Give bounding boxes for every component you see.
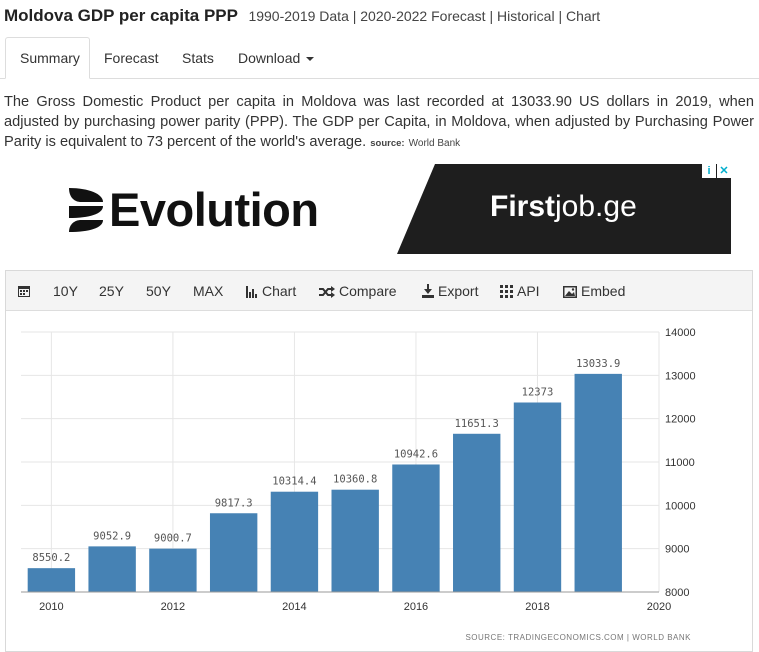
tab-download[interactable]: Download: [224, 37, 328, 79]
chart-bar: [392, 464, 440, 592]
chart-bar: [270, 491, 319, 592]
advertisement-banner[interactable]: Evolution Firstjob.ge i ✕: [27, 164, 731, 254]
chart-bar: [574, 373, 622, 592]
x-tick-label: 2020: [647, 601, 671, 613]
tab-summary[interactable]: Summary: [5, 37, 90, 79]
embed-label: Embed: [581, 283, 626, 299]
chart-type-label: Chart: [262, 283, 297, 299]
range-50y-button[interactable]: 50Y: [146, 283, 171, 299]
source-label: source:: [370, 138, 405, 149]
image-icon: [563, 286, 577, 298]
bar-value-label: 8550.2: [32, 552, 70, 564]
api-label: API: [517, 283, 540, 299]
x-tick-label: 2014: [282, 601, 306, 613]
tab-forecast-label: Forecast: [104, 50, 159, 66]
chart-toolbar: 10Y 25Y 50Y MAX Chart Compare Export API…: [6, 271, 752, 311]
ad-right-brand-rest: job.ge: [555, 190, 637, 223]
ad-left-brand: Evolution: [109, 183, 319, 236]
x-tick-label: 2012: [161, 601, 185, 613]
y-tick-label: 10000: [665, 500, 696, 512]
x-tick-label: 2016: [404, 601, 428, 613]
ad-right-brand-bold: First: [490, 190, 556, 223]
ad-close-icon[interactable]: ✕: [717, 164, 731, 178]
bar-value-label: 9817.3: [215, 497, 253, 509]
bar-chart-icon: [246, 286, 257, 298]
page-subtitle: 1990-2019 Data | 2020-2022 Forecast | Hi…: [248, 8, 601, 24]
tab-stats[interactable]: Stats: [168, 37, 228, 79]
ad-info-icon[interactable]: i: [702, 164, 716, 178]
evolution-logo-icon: [69, 188, 103, 232]
bar-value-label: 13033.9: [576, 358, 620, 370]
chevron-down-icon: [306, 57, 315, 62]
y-tick-label: 14000: [665, 327, 696, 339]
bar-value-label: 10942.6: [394, 448, 438, 460]
page-header: Moldova GDP per capita PPP 1990-2019 Dat…: [4, 6, 756, 26]
range-25y-button[interactable]: 25Y: [99, 283, 124, 299]
grid-icon: [500, 285, 513, 298]
ad-dark-panel: [397, 164, 731, 254]
chart-bar: [149, 548, 197, 592]
chart-bar: [513, 402, 562, 592]
bar-value-label: 9000.7: [154, 533, 192, 545]
export-label: Export: [438, 283, 479, 299]
export-button[interactable]: Export: [422, 271, 478, 311]
bar-value-label: 11651.3: [455, 418, 499, 430]
x-tick-label: 2010: [39, 601, 63, 613]
chart-bar: [453, 433, 501, 592]
chart-panel: 10Y 25Y 50Y MAX Chart Compare Export API…: [5, 270, 753, 652]
y-tick-label: 8000: [665, 587, 689, 599]
tab-summary-label: Summary: [20, 50, 80, 66]
chart-plot: 8000 9000 10000 11000 12000 13000 14000 2010 201…: [21, 327, 696, 642]
download-icon: [422, 284, 434, 298]
compare-button[interactable]: Compare: [319, 271, 397, 311]
tab-stats-label: Stats: [182, 50, 214, 66]
summary-description: The Gross Domestic Product per capita in…: [4, 92, 754, 154]
chart-source: SOURCE: TRADINGECONOMICS.COM | WORLD BAN…: [465, 633, 691, 642]
ad-badges: i ✕: [701, 164, 731, 178]
y-tick-label: 13000: [665, 370, 696, 382]
range-max-button[interactable]: MAX: [193, 283, 224, 299]
chart-bar: [209, 513, 258, 592]
compare-label: Compare: [339, 283, 397, 299]
shuffle-icon: [319, 286, 335, 298]
tab-download-label: Download: [238, 50, 301, 66]
ad-right-brand: Firstjob.ge: [490, 190, 637, 224]
y-tick-label: 12000: [665, 414, 696, 426]
embed-button[interactable]: Embed: [563, 271, 625, 311]
y-tick-label: 9000: [665, 544, 689, 556]
bar-value-label: 10314.4: [272, 476, 316, 488]
api-button[interactable]: API: [500, 271, 540, 311]
tab-forecast[interactable]: Forecast: [90, 37, 172, 79]
chart-bar: [88, 546, 136, 592]
bar-value-label: 9052.9: [93, 530, 131, 542]
description-text: The Gross Domestic Product per capita in…: [4, 94, 754, 150]
chart-type-button[interactable]: Chart: [246, 271, 296, 311]
page-title: Moldova GDP per capita PPP: [4, 6, 238, 25]
bar-value-label: 10360.8: [333, 474, 377, 486]
tab-bar: Summary Forecast Stats Download: [0, 37, 759, 79]
calendar-icon[interactable]: [17, 271, 35, 311]
source-name[interactable]: World Bank: [408, 138, 461, 149]
y-tick-label: 11000: [665, 457, 695, 469]
chart-bar: [331, 489, 379, 592]
range-10y-button[interactable]: 10Y: [53, 283, 78, 299]
x-tick-label: 2018: [525, 601, 549, 613]
bar-value-label: 12373: [522, 387, 554, 399]
chart-bar: [27, 568, 76, 592]
